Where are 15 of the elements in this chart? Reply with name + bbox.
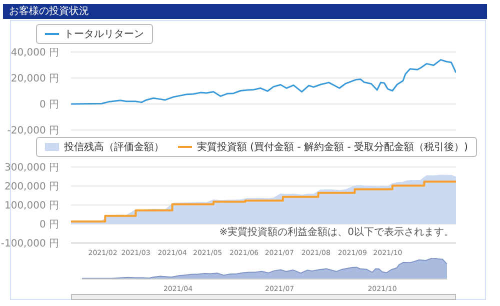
y-tick-label: 100,000 円 (4, 200, 59, 212)
y-tick-label: -100,000 円 (0, 238, 59, 250)
y-tick-label: 300,000 円 (4, 162, 59, 174)
y-tick-label: 0 円 (39, 220, 59, 230)
y-tick-label: 200,000 円 (4, 182, 59, 192)
line-series (71, 59, 456, 105)
y-tick-label: 20,000 円 (10, 74, 59, 84)
legend-label: 実質投資額 (買付金額 - 解約金額 - 受取分配金額（税引後）) (197, 140, 468, 154)
chart-title: お客様の投資状況 (3, 4, 487, 19)
y-tick-label: 0 円 (39, 100, 59, 110)
y-tick-label: 40,000 円 (10, 48, 59, 58)
annotation: ※実質投資額の利益金額は、0以下で表示されます。 (219, 226, 454, 239)
y-tick-label: -20,000 円 (7, 126, 59, 136)
legend-label: トータルリターン (64, 28, 144, 41)
legend-label: 投信残高（評価金額） (64, 140, 164, 154)
